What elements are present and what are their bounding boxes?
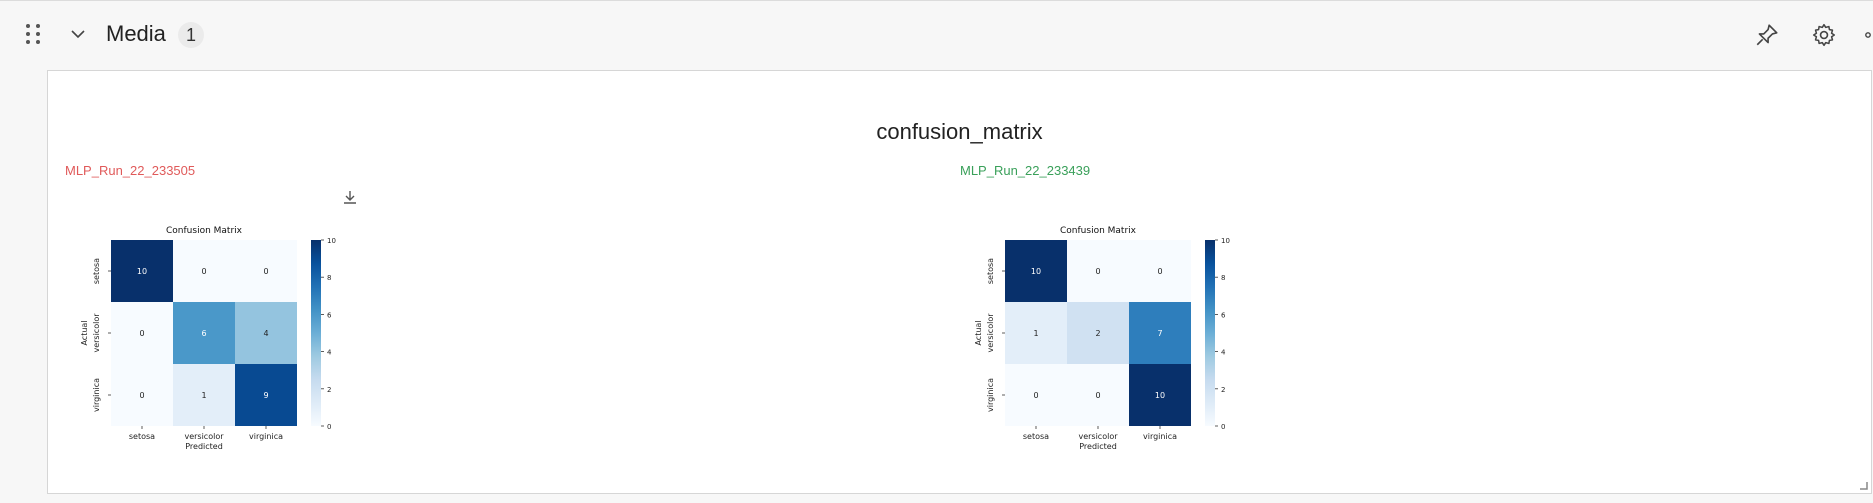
colorbar-tick-label: 0 xyxy=(327,423,331,431)
cell-value-label: 7 xyxy=(1157,329,1162,338)
heatmap-cell xyxy=(1129,240,1191,302)
pin-icon[interactable] xyxy=(1754,22,1780,48)
y-tick-label: versicolor xyxy=(986,313,995,353)
drag-handle-icon[interactable] xyxy=(26,24,42,46)
cell-value-label: 0 xyxy=(263,267,268,276)
heatmap-cell xyxy=(235,240,297,302)
cell-value-label: 10 xyxy=(137,267,147,276)
y-tick-label: setosa xyxy=(986,258,995,284)
confusion-matrix-figure-right: Confusion Matrix 10 0 0 1 2 7 0 0 10 setosa versico… xyxy=(974,226,1230,451)
more-icon[interactable] xyxy=(1862,22,1873,48)
y-tick-label: virginica xyxy=(92,378,101,412)
colorbar xyxy=(311,240,321,426)
heatmap-cell xyxy=(1067,302,1129,364)
cell-value-label: 0 xyxy=(1095,267,1100,276)
cell-value-label: 10 xyxy=(1031,267,1041,276)
resize-handle-icon[interactable] xyxy=(1858,480,1868,490)
cell-value-label: 0 xyxy=(1157,267,1162,276)
colorbar-tick-label: 10 xyxy=(327,237,336,245)
top-border xyxy=(0,0,1873,1)
panel-title: confusion_matrix xyxy=(876,119,1043,144)
cell-value-label: 1 xyxy=(1033,329,1038,338)
colorbar-tick-label: 10 xyxy=(1221,237,1230,245)
x-axis-label: Predicted xyxy=(185,442,223,451)
heatmap-cell xyxy=(111,240,173,302)
x-tick-label: setosa xyxy=(129,432,155,441)
colorbar-tick-label: 8 xyxy=(1221,274,1225,282)
x-tick-label: setosa xyxy=(1023,432,1049,441)
x-tick-label: virginica xyxy=(249,432,283,441)
colorbar-tick-label: 6 xyxy=(1221,311,1226,319)
run-label-right[interactable]: MLP_Run_22_233439 xyxy=(960,163,1091,178)
colorbar xyxy=(1205,240,1215,426)
panel-header: Media 1 xyxy=(0,0,1873,70)
colorbar-tick-label: 2 xyxy=(1221,386,1225,394)
cell-value-label: 9 xyxy=(263,391,268,400)
x-tick-label: versicolor xyxy=(184,432,224,441)
x-tick-label: versicolor xyxy=(1078,432,1118,441)
heatmap-cell xyxy=(235,364,297,426)
cell-value-label: 0 xyxy=(1095,391,1100,400)
heatmap-cell xyxy=(235,302,297,364)
heatmap-cell xyxy=(1129,364,1191,426)
cell-value-label: 4 xyxy=(263,329,268,338)
confusion-matrix-figure-left: Confusion Matrix 10 0 0 0 6 4 0 1 9 setosa versicol… xyxy=(80,226,336,451)
y-tick-label: setosa xyxy=(92,258,101,284)
heatmap-cell xyxy=(173,364,235,426)
media-panel: confusion_matrix MLP_Run_22_233505 MLP_R… xyxy=(47,70,1872,494)
chart-title: Confusion Matrix xyxy=(166,226,243,236)
section-count-badge: 1 xyxy=(178,22,204,48)
colorbar-tick-label: 4 xyxy=(1221,349,1226,357)
chevron-down-icon[interactable] xyxy=(68,24,88,44)
run-label-left[interactable]: MLP_Run_22_233505 xyxy=(65,163,196,178)
colorbar-tick-label: 0 xyxy=(1221,423,1225,431)
heatmap-cell xyxy=(1005,302,1067,364)
cell-value-label: 6 xyxy=(201,329,206,338)
heatmap-cell xyxy=(1067,240,1129,302)
colorbar-tick-label: 2 xyxy=(327,386,331,394)
x-tick-label: virginica xyxy=(1143,432,1177,441)
chart-title: Confusion Matrix xyxy=(1060,226,1137,236)
cell-value-label: 2 xyxy=(1095,329,1100,338)
y-tick-label: virginica xyxy=(986,378,995,412)
download-icon[interactable] xyxy=(342,189,358,205)
gear-icon[interactable] xyxy=(1811,22,1837,48)
heatmap-cell xyxy=(1129,302,1191,364)
y-axis-label: Actual xyxy=(80,320,89,345)
heatmap-cell xyxy=(1005,364,1067,426)
heatmap-cell xyxy=(1005,240,1067,302)
heatmap-cell xyxy=(111,364,173,426)
cell-value-label: 0 xyxy=(201,267,206,276)
section-title: Media xyxy=(106,21,166,46)
cell-value-label: 0 xyxy=(139,391,144,400)
heatmap-cell xyxy=(1067,364,1129,426)
colorbar-tick-label: 6 xyxy=(327,311,332,319)
heatmap-cell xyxy=(173,240,235,302)
cell-value-label: 0 xyxy=(1033,391,1038,400)
heatmap-cell xyxy=(173,302,235,364)
colorbar-tick-label: 4 xyxy=(327,349,332,357)
cell-value-label: 0 xyxy=(139,329,144,338)
cell-value-label: 10 xyxy=(1155,391,1165,400)
y-axis-label: Actual xyxy=(974,320,983,345)
x-axis-label: Predicted xyxy=(1079,442,1117,451)
heatmap-cell xyxy=(111,302,173,364)
y-tick-label: versicolor xyxy=(92,313,101,353)
cell-value-label: 1 xyxy=(201,391,206,400)
colorbar-tick-label: 8 xyxy=(327,274,331,282)
